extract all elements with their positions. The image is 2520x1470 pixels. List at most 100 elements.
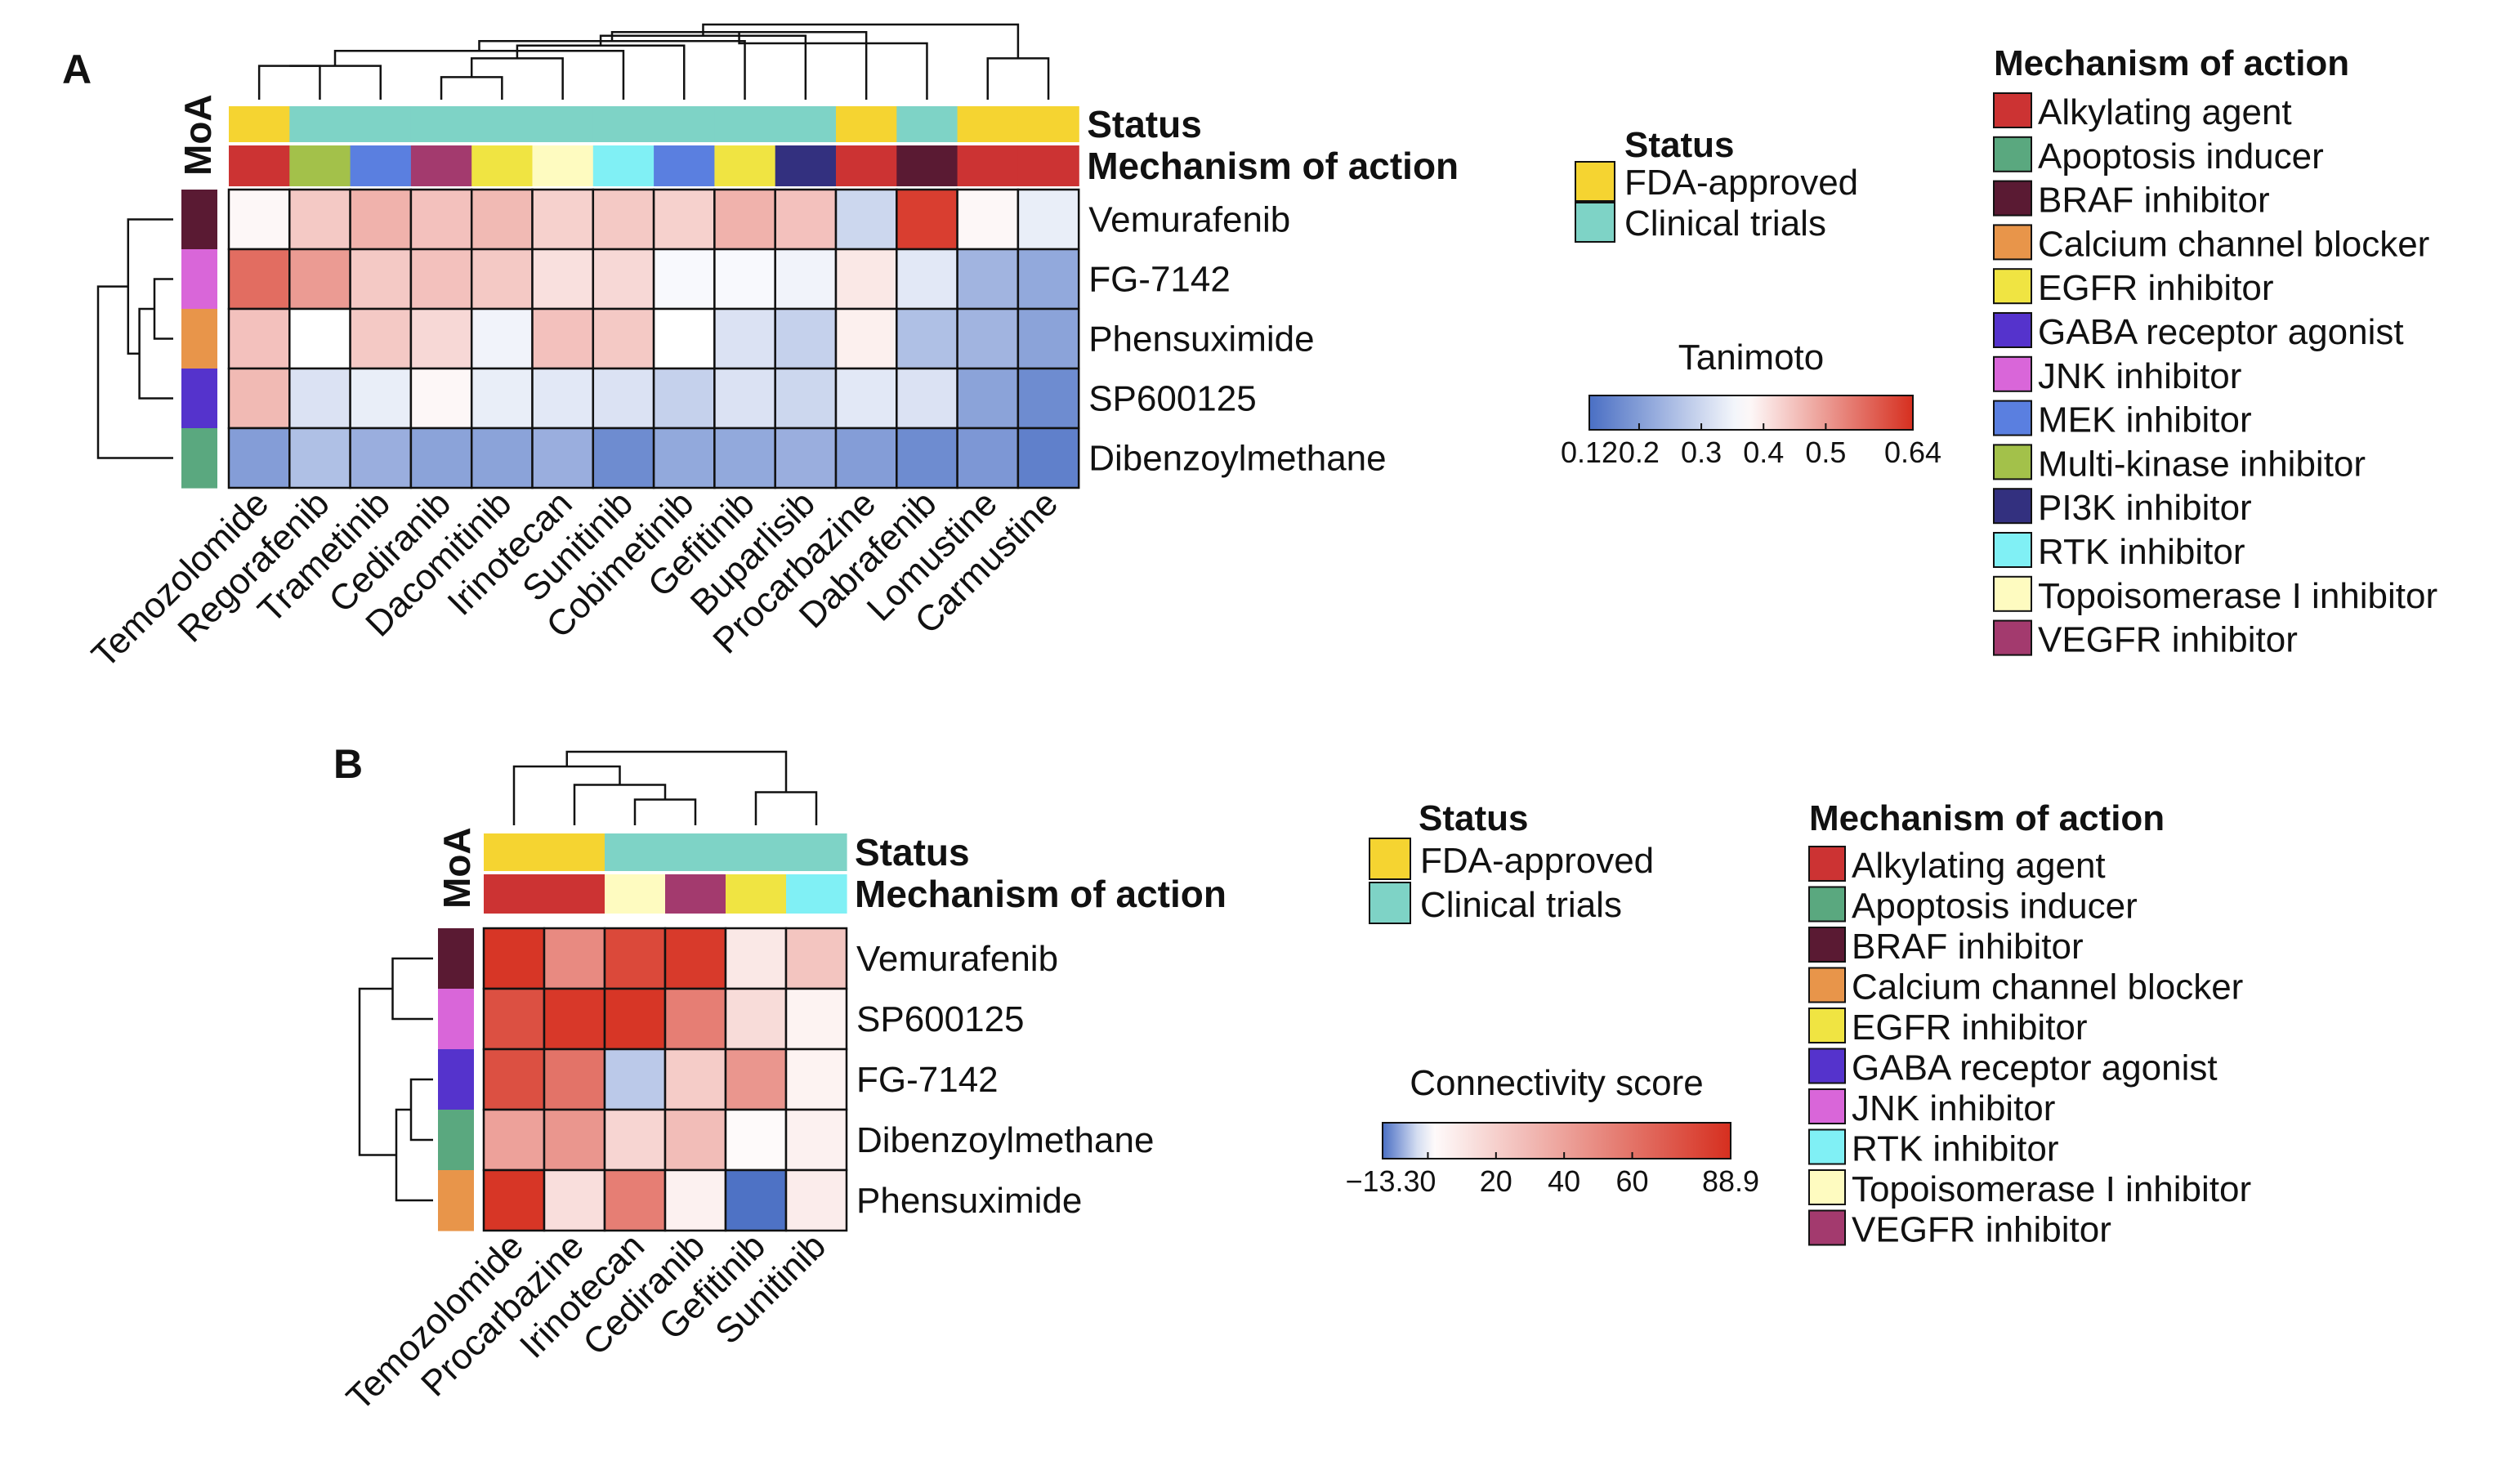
heatmap-cell <box>349 307 413 370</box>
moa-legend-label: GABA receptor agonist <box>1852 1048 2218 1088</box>
column-dendrogram-branch <box>702 23 1020 59</box>
row-label: Phensuximide <box>856 1181 1082 1221</box>
row-moa-cell <box>438 989 474 1050</box>
heatmap-cell <box>349 367 413 430</box>
heatmap-cell <box>592 248 655 311</box>
scale-tick-label: 0.64 <box>1884 436 1941 469</box>
moa-annotation-cell <box>289 145 351 186</box>
moa-legend-label: PI3K inhibitor <box>2038 488 2252 528</box>
heatmap-cell <box>834 248 898 311</box>
moa-legend-title: Mechanism of action <box>1809 798 2165 838</box>
moa-legend-swatch <box>1808 1008 1846 1043</box>
heatmap-cell <box>470 307 534 370</box>
heatmap-cell <box>592 188 655 251</box>
scale-tick-label: 20 <box>1480 1164 1512 1198</box>
row-label: Vemurafenib <box>856 939 1058 979</box>
scale-tick-label: 0.5 <box>1805 436 1846 469</box>
scale-tick-label: 40 <box>1548 1164 1580 1198</box>
moa-legend-label: GABA receptor agonist <box>2038 312 2404 352</box>
heatmap-cell <box>531 188 595 251</box>
heatmap-cell <box>664 987 727 1051</box>
moa-annotation-cell <box>410 145 472 186</box>
heatmap-cell <box>543 927 606 990</box>
heatmap-cell <box>652 248 716 311</box>
scale-tick-label: 0.12 <box>1561 436 1618 469</box>
moa-legend-label: Apoptosis inducer <box>2038 136 2324 176</box>
status-legend-label: Clinical trials <box>1624 203 1826 244</box>
heatmap-cell <box>724 987 788 1051</box>
scale-title: Connectivity score <box>1410 1063 1703 1103</box>
status-bar-label: Status <box>1087 103 1202 145</box>
moa-legend-label: MEK inhibitor <box>2038 400 2252 440</box>
status-annotation-cell <box>605 833 666 871</box>
row-dendrogram-branch <box>127 218 173 355</box>
row-label: FG-7142 <box>1088 260 1231 300</box>
moa-legend-swatch <box>1993 400 2032 436</box>
heatmap-cell <box>774 367 838 430</box>
heatmap-cell <box>896 307 958 370</box>
moa-annotation-cell <box>726 874 787 914</box>
heatmap-cell <box>409 248 473 311</box>
moa-annotation-cell <box>1017 145 1079 186</box>
heatmap-cell <box>713 307 776 370</box>
heatmap-cell <box>664 1168 727 1232</box>
status-annotation-cell <box>836 106 897 142</box>
status-legend-label: FDA-approved <box>1420 841 1654 881</box>
column-dendrogram-branch <box>440 76 503 100</box>
moa-legend-label: Apoptosis inducer <box>1852 887 2138 927</box>
row-moa-cell <box>438 1049 474 1110</box>
moa-legend-label: BRAF inhibitor <box>2038 181 2270 221</box>
moa-legend-swatch <box>1993 575 2032 612</box>
heatmap-cell <box>896 248 958 311</box>
status-annotation-cell <box>229 106 290 142</box>
row-dendrogram-branch <box>96 285 173 459</box>
moa-legend-label: Multi-kinase inhibitor <box>2038 444 2366 484</box>
heatmap-cell <box>774 427 838 489</box>
heatmap-cell <box>470 248 534 311</box>
heatmap-cell <box>603 1048 667 1111</box>
status-annotation-cell <box>714 106 776 142</box>
heatmap-cell <box>834 307 898 370</box>
moa-annotation-cell <box>532 145 594 186</box>
scale-bar <box>1588 395 1914 431</box>
heatmap-cell <box>652 427 716 489</box>
moa-legend-swatch <box>1808 846 1846 882</box>
row-dendrogram-branch <box>153 278 173 340</box>
heatmap-cell <box>724 927 788 990</box>
moa-annotation-cell <box>786 874 847 914</box>
moa-legend-swatch <box>1993 92 2032 128</box>
scale-bar <box>1382 1122 1731 1159</box>
status-legend-label: Clinical trials <box>1420 885 1622 925</box>
heatmap-cell <box>652 367 716 430</box>
row-moa-cell <box>181 190 217 250</box>
heatmap-cell <box>227 307 291 370</box>
row-label: Phensuximide <box>1088 319 1314 360</box>
heatmap-cell <box>603 1108 667 1172</box>
moa-legend-swatch <box>1808 886 1846 923</box>
status-annotation-cell <box>1017 106 1079 142</box>
status-bar-label: Status <box>855 831 970 874</box>
heatmap-cell <box>470 188 534 251</box>
status-legend-swatch <box>1369 838 1411 880</box>
heatmap-cell <box>288 367 351 430</box>
heatmap-cell <box>531 367 595 430</box>
heatmap-cell <box>470 427 534 489</box>
heatmap-cell <box>543 1048 606 1111</box>
moa-legend-label: RTK inhibitor <box>2038 532 2245 572</box>
moa-annotation-cell <box>592 145 655 186</box>
heatmap-cell <box>1016 367 1080 430</box>
column-dendrogram-branch <box>633 798 697 825</box>
status-annotation-cell <box>957 106 1019 142</box>
scale-tick-label: 0.2 <box>1619 436 1660 469</box>
heatmap-cell <box>956 427 1020 489</box>
moa-legend-label: JNK inhibitor <box>2038 356 2241 396</box>
moa-legend-label: Alkylating agent <box>1852 846 2106 886</box>
status-annotation-cell <box>471 106 534 142</box>
heatmap-cell <box>531 248 595 311</box>
heatmap-cell <box>543 1168 606 1232</box>
heatmap-cell <box>834 188 898 251</box>
moa-legend-swatch <box>1993 224 2032 261</box>
heatmap-cell <box>724 1048 788 1111</box>
moa-annotation-cell <box>471 145 534 186</box>
heatmap-cell <box>713 427 776 489</box>
